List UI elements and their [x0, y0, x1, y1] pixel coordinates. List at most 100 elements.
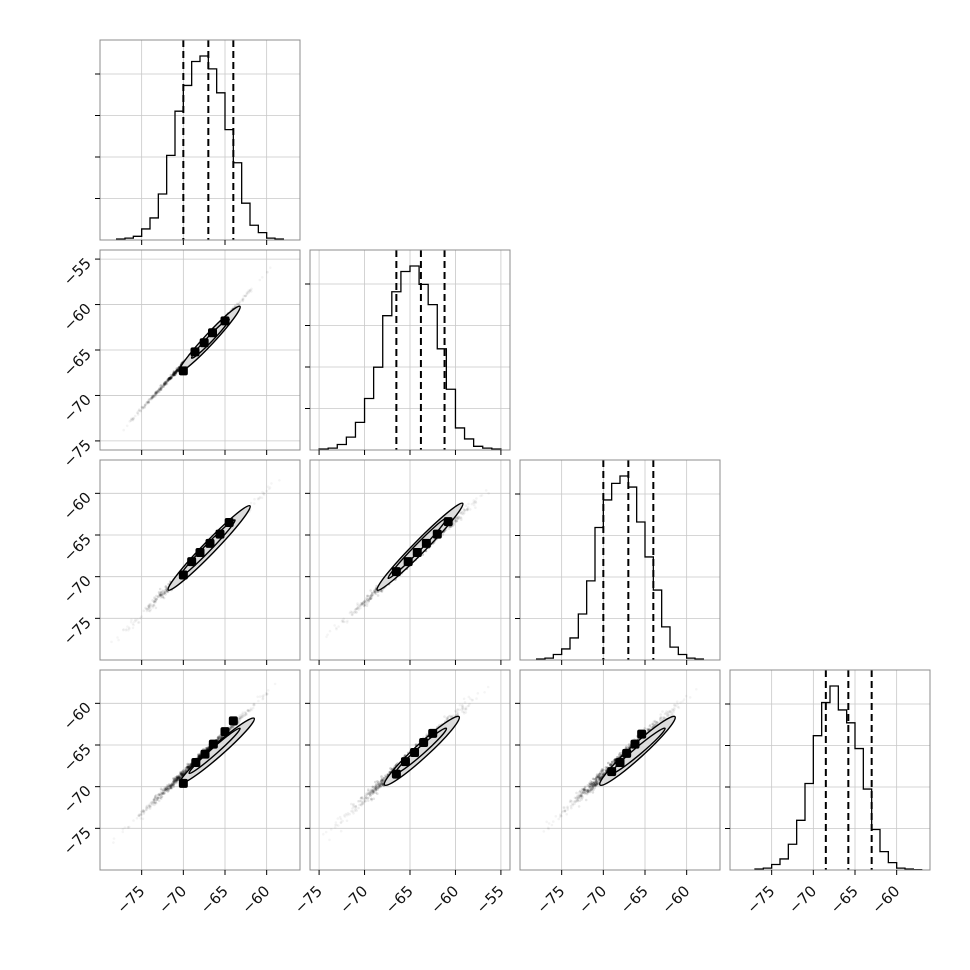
- sample-dot: [368, 793, 371, 796]
- sample-dot: [367, 789, 370, 793]
- sample-dot: [590, 781, 594, 784]
- sample-dot: [374, 590, 377, 594]
- sample-dot: [164, 593, 167, 596]
- sample-dot: [346, 619, 349, 623]
- sample-dot: [179, 772, 183, 776]
- sample-dot: [131, 626, 135, 630]
- density-peak: [391, 567, 401, 577]
- sample-dot: [142, 809, 146, 813]
- sample-dot: [243, 711, 247, 714]
- pair-r4c3-xtick-label: −60: [658, 882, 693, 917]
- sample-dot: [463, 511, 466, 515]
- sample-dot: [602, 772, 605, 776]
- sample-dot: [170, 782, 174, 786]
- sample-dot: [175, 369, 178, 373]
- sample-dot: [591, 786, 595, 789]
- sample-dot: [153, 392, 157, 395]
- sample-dot: [246, 708, 250, 712]
- sample-dot: [160, 792, 164, 795]
- sample-dot: [595, 773, 599, 776]
- sample-dot: [597, 775, 600, 779]
- histogram-step-line: [116, 55, 284, 240]
- sample-dot: [169, 375, 173, 379]
- sample-dot: [599, 775, 603, 779]
- sample-dot: [464, 504, 468, 508]
- sample-dot: [146, 401, 150, 405]
- sample-dot: [163, 383, 167, 386]
- sample-dot: [352, 812, 355, 815]
- sample-dot: [127, 826, 130, 829]
- sample-dot: [589, 782, 592, 786]
- sample-dot: [673, 706, 676, 710]
- sample-dot: [462, 710, 466, 714]
- sample-dot: [563, 809, 567, 813]
- sample-dot: [158, 593, 161, 596]
- sample-dot: [184, 768, 188, 771]
- sample-dot: [239, 716, 242, 719]
- sample-dot: [591, 777, 595, 781]
- sample-dot: [168, 378, 171, 381]
- contour-outer: [376, 502, 464, 591]
- sample-dot: [149, 802, 152, 805]
- sample-dot: [166, 790, 170, 793]
- sample-dot: [341, 819, 344, 823]
- sample-dot: [361, 802, 365, 806]
- sample-dot: [453, 521, 456, 524]
- sample-dot: [370, 594, 374, 598]
- sample-dot: [474, 506, 477, 510]
- sample-dot: [376, 792, 379, 795]
- sample-dot: [167, 377, 171, 380]
- sample-dot: [374, 791, 378, 794]
- sample-dot: [380, 779, 384, 783]
- sample-dot: [160, 591, 163, 595]
- sample-dot: [369, 597, 373, 600]
- sample-dot: [559, 814, 563, 817]
- scatter-panel-r3-c1: −75 −70 −65 −60: [60, 459, 301, 665]
- sample-dot: [139, 813, 143, 816]
- sample-dot: [159, 787, 163, 790]
- sample-dot: [172, 372, 176, 376]
- sample-dot: [671, 713, 674, 716]
- sample-dot: [592, 788, 595, 792]
- sample-dot: [589, 789, 593, 792]
- sample-dot: [149, 804, 152, 808]
- sample-dot: [370, 797, 373, 801]
- sample-dot: [359, 796, 363, 800]
- sample-dot: [360, 804, 363, 807]
- sample-dot: [579, 793, 583, 796]
- sample-dot: [147, 607, 150, 610]
- sample-dot: [157, 793, 160, 797]
- sample-dot: [173, 780, 176, 784]
- sample-dot: [141, 407, 144, 410]
- sample-dot: [152, 395, 155, 399]
- sample-dot: [166, 786, 169, 789]
- sample-dot: [142, 609, 146, 613]
- sample-dot: [374, 786, 378, 790]
- sample-dot: [463, 707, 467, 711]
- sample-dot: [188, 762, 191, 766]
- sample-dot: [173, 778, 176, 782]
- sample-dot: [464, 708, 468, 711]
- sample-dot: [149, 608, 153, 611]
- sample-dot: [377, 781, 380, 784]
- sample-dot: [463, 508, 466, 512]
- sample-dot: [466, 507, 469, 511]
- sample-dot: [171, 373, 175, 377]
- sample-dot: [356, 606, 360, 610]
- sample-dot: [144, 403, 147, 407]
- sample-dot: [600, 769, 604, 773]
- sample-dot: [154, 395, 157, 398]
- sample-dot: [174, 371, 177, 375]
- sample-dot: [173, 371, 176, 375]
- sample-dot: [378, 783, 382, 786]
- sample-dot: [380, 779, 383, 783]
- sample-dot: [238, 300, 242, 304]
- sample-dot: [546, 826, 550, 830]
- sample-dot: [373, 787, 377, 790]
- sample-dot: [463, 701, 467, 704]
- sample-dot: [156, 391, 160, 394]
- sample-dot: [454, 519, 458, 523]
- sample-dot: [581, 792, 584, 795]
- sample-dot: [358, 799, 361, 803]
- scatter-panel-r4-c3: −75 −70 −65 −60: [515, 669, 721, 917]
